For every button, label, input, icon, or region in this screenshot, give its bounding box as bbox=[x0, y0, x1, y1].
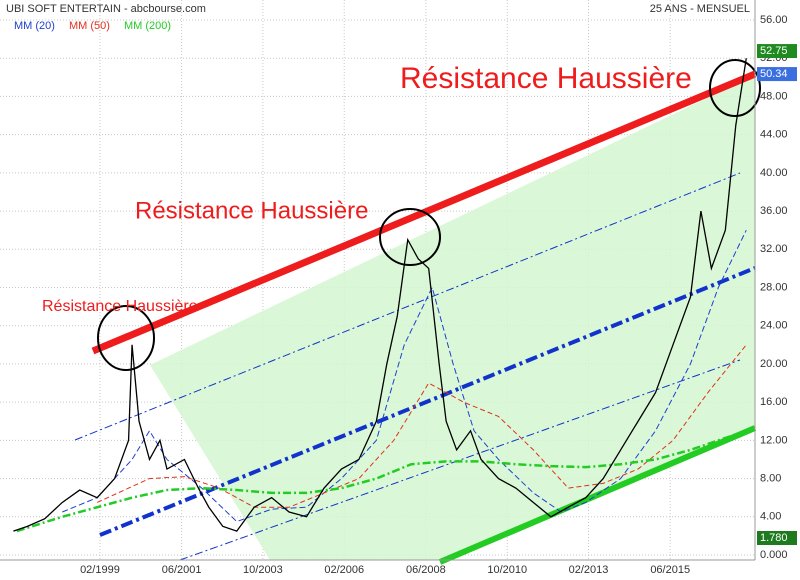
y-tick-label: 4.00 bbox=[760, 511, 781, 523]
y-tick-label: 20.00 bbox=[760, 358, 788, 370]
lower-trend-line bbox=[179, 359, 741, 561]
price-marker-label: 52.75 bbox=[760, 45, 788, 57]
chart-subtitle: 25 ANS - MENSUEL bbox=[650, 3, 750, 15]
plot bbox=[13, 58, 747, 533]
annotation: Résistance Haussière bbox=[135, 197, 368, 224]
circle bbox=[379, 208, 441, 266]
y-tick-label: 56.00 bbox=[760, 14, 788, 26]
x-tick-label: 02/2013 bbox=[569, 564, 609, 576]
y-tick-label: 36.00 bbox=[760, 205, 788, 217]
x-tick-label: 10/2010 bbox=[487, 564, 527, 576]
circle bbox=[709, 59, 761, 117]
y-tick-label: 24.00 bbox=[760, 320, 788, 332]
annotation: Résistance Haussière bbox=[42, 298, 198, 315]
series-line bbox=[13, 58, 747, 532]
y-tick-label: 8.00 bbox=[760, 472, 781, 484]
circle bbox=[97, 305, 155, 371]
legend-label: MM (200) bbox=[124, 20, 171, 32]
legend-label: MM (20) bbox=[14, 20, 55, 32]
series-line bbox=[16, 429, 747, 533]
y-tick-label: 32.00 bbox=[760, 243, 788, 255]
x-tick-label: 06/2001 bbox=[162, 564, 202, 576]
x-tick-label: 10/2003 bbox=[243, 564, 283, 576]
y-tick-label: 16.00 bbox=[760, 396, 788, 408]
mid-trend-line bbox=[99, 266, 756, 537]
legend-label: MM (50) bbox=[69, 20, 110, 32]
y-tick-label: 12.00 bbox=[760, 434, 788, 446]
y-tick-label: 0.000 bbox=[760, 549, 788, 561]
y-tick-label: 44.00 bbox=[760, 129, 788, 141]
series-line bbox=[62, 229, 747, 523]
x-tick-label: 02/1999 bbox=[80, 564, 120, 576]
price-marker bbox=[757, 530, 797, 545]
chart-title: UBI SOFT ENTERTAIN - abcbourse.com bbox=[6, 3, 206, 15]
channel-fill bbox=[150, 75, 755, 560]
price-marker-label: 50.34 bbox=[760, 68, 788, 80]
y-tick-label: 48.00 bbox=[760, 90, 788, 102]
upper-trend-line bbox=[74, 172, 741, 441]
x-tick-label: 06/2008 bbox=[406, 564, 446, 576]
x-tick-label: 02/2006 bbox=[324, 564, 364, 576]
y-tick-label: 40.00 bbox=[760, 167, 788, 179]
annotation: Résistance Haussière bbox=[400, 62, 692, 95]
x-tick-label: 06/2015 bbox=[650, 564, 690, 576]
y-tick-label: 28.00 bbox=[760, 281, 788, 293]
price-marker bbox=[757, 67, 797, 82]
price-marker bbox=[757, 44, 797, 59]
price-marker-label: 1.780 bbox=[760, 532, 788, 544]
